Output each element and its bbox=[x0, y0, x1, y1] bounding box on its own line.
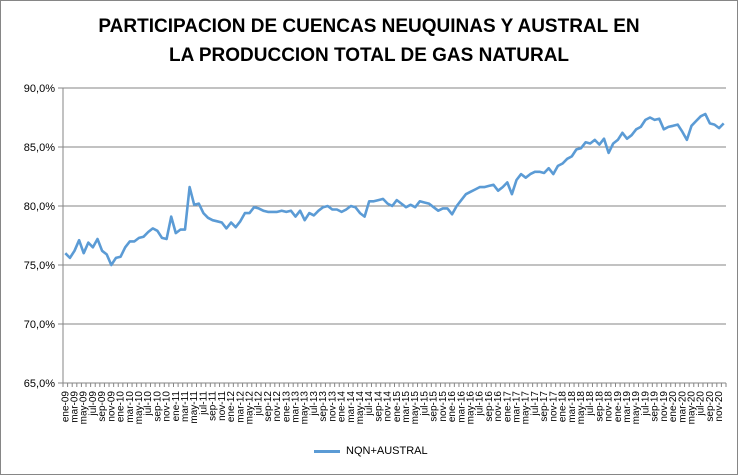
x-tick-label: may-09 bbox=[79, 391, 90, 425]
x-tick-label: nov-15 bbox=[438, 391, 449, 422]
x-tick-label: may-16 bbox=[465, 391, 476, 425]
x-tick-label: mar-09 bbox=[70, 391, 81, 423]
chart-title-line-2: LA PRODUCCION TOTAL DE GAS NATURAL bbox=[168, 45, 570, 66]
y-tick-label: 65,0% bbox=[24, 378, 55, 390]
x-tick-label: nov-14 bbox=[383, 391, 394, 422]
x-tick-label: mar-15 bbox=[401, 391, 412, 423]
x-tick-label: sep-11 bbox=[208, 391, 219, 421]
x-tick-label: ene-14 bbox=[337, 391, 348, 423]
x-tick-label: sep-19 bbox=[650, 391, 661, 422]
x-tick-label: sep-14 bbox=[373, 391, 384, 422]
x-tick-label: mar-19 bbox=[622, 391, 633, 423]
x-tick-label: may-10 bbox=[134, 391, 145, 425]
x-tick-label: ene-16 bbox=[447, 391, 458, 423]
x-tick-label: nov-20 bbox=[714, 391, 725, 422]
x-tick-label: sep-10 bbox=[152, 391, 163, 422]
x-tick-label: nov-12 bbox=[272, 391, 283, 422]
x-tick-label: ene-10 bbox=[116, 391, 127, 423]
x-tick-label: mar-18 bbox=[567, 391, 578, 423]
x-tick-label: nov-11 bbox=[217, 391, 228, 421]
chart-title-line-1: PARTICIPACION DE CUENCAS NEUQUINAS Y AUS… bbox=[98, 16, 640, 37]
x-tick-label: jul-12 bbox=[254, 391, 265, 417]
x-tick-label: mar-12 bbox=[235, 391, 246, 423]
x-tick-label: may-15 bbox=[410, 391, 421, 425]
x-tick-label: sep-12 bbox=[263, 391, 274, 422]
x-tick-label: mar-20 bbox=[677, 391, 688, 423]
x-tick-label: nov-10 bbox=[162, 391, 173, 422]
x-tick-label: jul-19 bbox=[640, 391, 651, 417]
x-tick-label: sep-17 bbox=[539, 391, 550, 422]
x-tick-label: may-20 bbox=[686, 391, 697, 425]
x-tick-label: mar-16 bbox=[456, 391, 467, 423]
x-tick-label: nov-09 bbox=[106, 391, 117, 422]
x-tick-label: sep-15 bbox=[429, 391, 440, 422]
x-tick-label: nov-18 bbox=[604, 391, 615, 422]
x-tick-label: sep-20 bbox=[705, 391, 716, 422]
x-tick-label: may-12 bbox=[244, 391, 255, 425]
x-tick-label: mar-17 bbox=[512, 391, 523, 423]
x-tick-label: ene-19 bbox=[613, 391, 624, 423]
x-tick-label: ene-12 bbox=[226, 391, 237, 423]
x-tick-label: nov-17 bbox=[548, 391, 559, 422]
x-tick-label: nov-16 bbox=[493, 391, 504, 422]
y-tick-label: 90,0% bbox=[24, 83, 55, 95]
x-tick-label: nov-13 bbox=[327, 391, 338, 422]
x-tick-label: jul-10 bbox=[143, 391, 154, 417]
x-tick-label: ene-13 bbox=[281, 391, 292, 423]
x-tick-label: ene-09 bbox=[60, 391, 71, 423]
x-tick-label: may-14 bbox=[355, 391, 366, 425]
x-tick-label: may-19 bbox=[631, 391, 642, 425]
x-tick-label: may-11 bbox=[189, 391, 200, 424]
legend-label: NQN+AUSTRAL bbox=[346, 445, 428, 457]
x-tick-label: nov-19 bbox=[659, 391, 670, 422]
x-tick-label: sep-16 bbox=[484, 391, 495, 422]
x-tick-label: mar-10 bbox=[125, 391, 136, 423]
legend-swatch bbox=[314, 449, 340, 453]
x-tick-label: sep-09 bbox=[97, 391, 108, 422]
x-tick-label: may-13 bbox=[300, 391, 311, 425]
x-tick-label: jul-14 bbox=[364, 391, 375, 417]
x-tick-label: mar-14 bbox=[346, 391, 357, 423]
x-tick-label: jul-09 bbox=[88, 391, 99, 417]
legend: NQN+AUSTRAL bbox=[314, 445, 428, 457]
x-tick-label: mar-11 bbox=[180, 391, 191, 422]
x-tick-label: sep-13 bbox=[318, 391, 329, 422]
x-tick-label: may-17 bbox=[521, 391, 532, 425]
x-tick-label: ene-11 bbox=[171, 391, 182, 422]
x-tick-label: ene-15 bbox=[392, 391, 403, 423]
y-tick-label: 75,0% bbox=[24, 260, 55, 272]
x-tick-label: jul-20 bbox=[696, 391, 707, 417]
series-line-nqn-austral bbox=[64, 112, 725, 267]
x-tick-label: jul-18 bbox=[585, 391, 596, 417]
x-tick-label: may-18 bbox=[576, 391, 587, 425]
x-tick-label: ene-20 bbox=[668, 391, 679, 423]
x-tick-label: jul-15 bbox=[419, 391, 430, 417]
x-tick-label: ene-17 bbox=[502, 391, 513, 423]
x-tick-label: mar-13 bbox=[291, 391, 302, 423]
x-tick-label: ene-18 bbox=[558, 391, 569, 423]
x-tick-label: jul-17 bbox=[530, 391, 541, 417]
x-tick-label: jul-13 bbox=[309, 391, 320, 417]
x-tick-label: jul-11 bbox=[198, 391, 209, 416]
y-tick-label: 80,0% bbox=[24, 201, 55, 213]
x-tick-label: sep-18 bbox=[594, 391, 605, 422]
x-tick-label: jul-16 bbox=[475, 391, 486, 417]
y-tick-label: 85,0% bbox=[24, 142, 55, 154]
y-tick-label: 70,0% bbox=[24, 319, 55, 331]
